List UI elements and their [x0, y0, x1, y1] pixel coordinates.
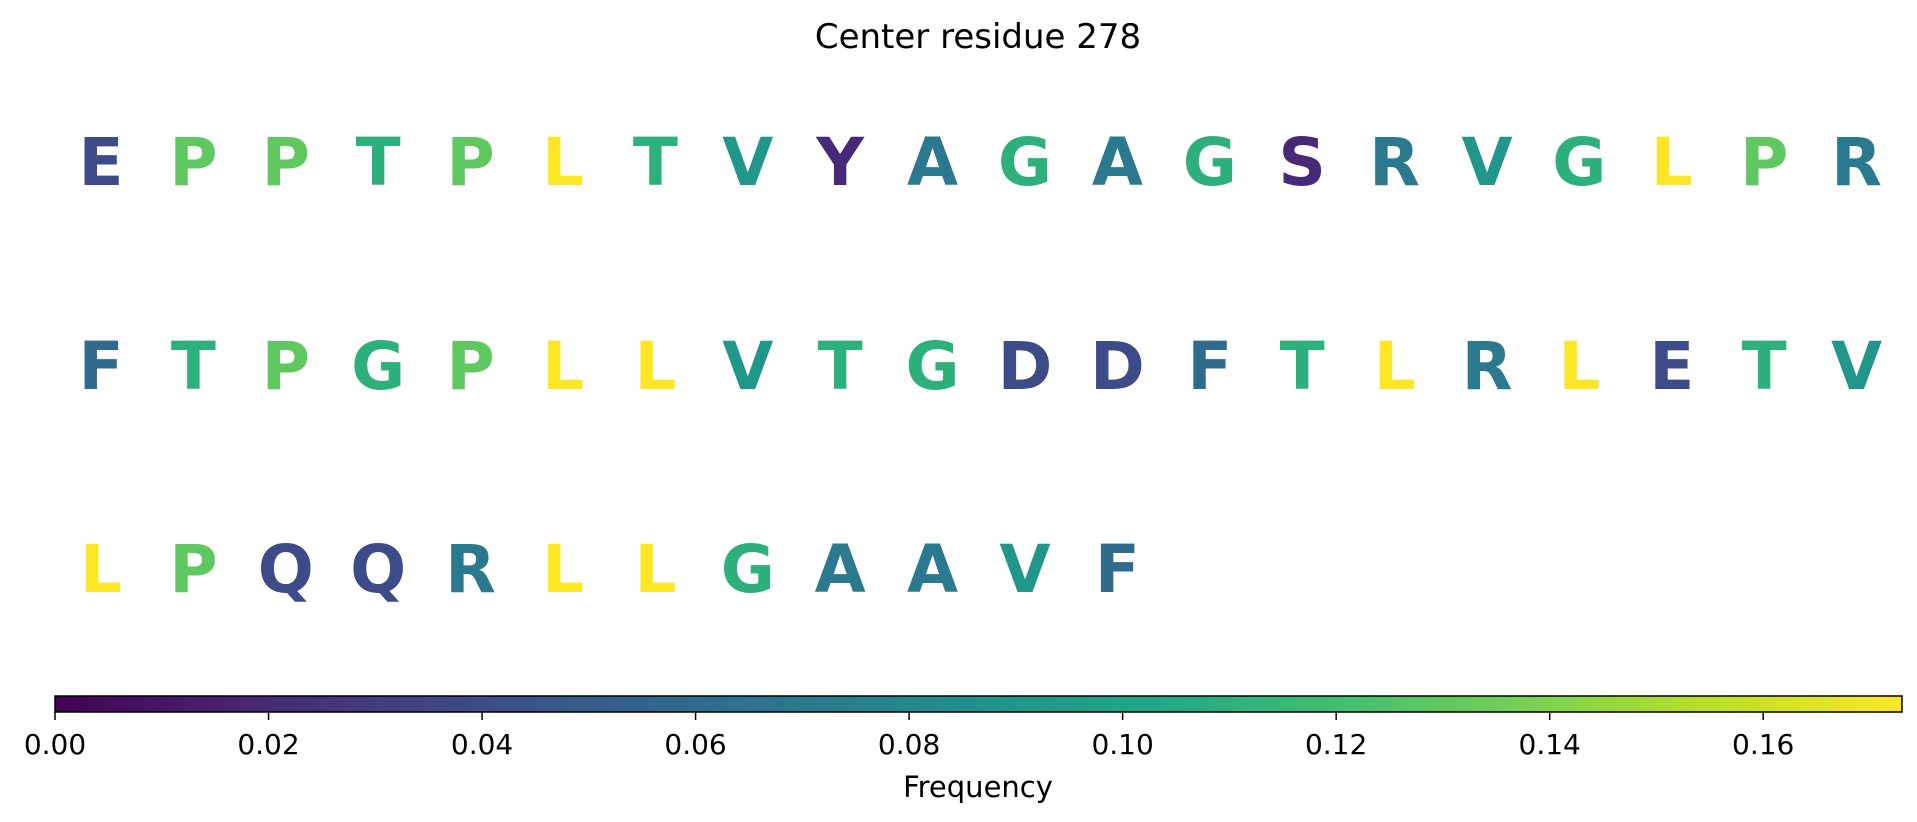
residue-letter: A — [907, 531, 958, 608]
residue-letter: P — [1740, 124, 1788, 201]
residue-letter: L — [634, 531, 676, 608]
residue-letter: G — [1183, 124, 1237, 201]
residue-letter: V — [722, 124, 773, 201]
residue-letter: R — [1462, 328, 1513, 405]
residue-letter: E — [1649, 328, 1694, 405]
residue-letter: P — [169, 124, 217, 201]
residue-letter: G — [1552, 124, 1606, 201]
chart-title: Center residue 278 — [815, 17, 1141, 57]
residue-letter: P — [169, 531, 217, 608]
residue-letter: L — [542, 328, 584, 405]
colorbar-label: Frequency — [903, 770, 1053, 804]
residue-letter: R — [1369, 124, 1420, 201]
colorbar-tick-label: 0.06 — [664, 728, 726, 761]
residue-letter: V — [999, 531, 1050, 608]
residue-letter: T — [171, 328, 216, 405]
residue-letter: L — [542, 531, 584, 608]
residue-letter: L — [634, 328, 676, 405]
residue-letter: D — [1090, 328, 1145, 405]
residue-letter: A — [1092, 124, 1143, 201]
colorbar-ticks: 0.00 0.02 0.04 0.06 0.08 0.10 0.12 0.14 0.16 — [24, 712, 1794, 761]
residue-letter: P — [446, 124, 494, 201]
residue-letter: Q — [258, 531, 314, 608]
colorbar-tick-label: 0.04 — [451, 728, 513, 761]
residue-letter: F — [1187, 328, 1232, 405]
residue-letter: V — [722, 328, 773, 405]
residue-letter: P — [262, 328, 310, 405]
residue-letter: E — [78, 124, 123, 201]
colorbar-tick-label: 0.08 — [878, 728, 940, 761]
residue-letter: Y — [815, 124, 865, 201]
residue-letter: G — [906, 328, 960, 405]
residue-letter: F — [1095, 531, 1140, 608]
residue-letter: S — [1278, 124, 1326, 201]
colorbar-tick-label: 0.12 — [1305, 728, 1367, 761]
residue-letter: Q — [350, 531, 406, 608]
residue-letter: R — [1831, 124, 1882, 201]
colorbar-tick-label: 0.00 — [24, 728, 86, 761]
residue-letter: T — [633, 124, 678, 201]
colorbar-tick-label: 0.10 — [1091, 728, 1153, 761]
residue-letter: L — [1558, 328, 1600, 405]
residue-letter: G — [721, 531, 775, 608]
residue-letter: L — [80, 531, 122, 608]
residue-letter: F — [78, 328, 123, 405]
residue-letter: L — [1374, 328, 1416, 405]
colorbar-gradient — [54, 695, 1903, 713]
colorbar-tick-label: 0.14 — [1519, 728, 1581, 761]
colorbar-tick-label: 0.02 — [237, 728, 299, 761]
colorbar-tick-label: 0.16 — [1732, 728, 1794, 761]
residue-letter: G — [998, 124, 1052, 201]
residue-letter: T — [356, 124, 401, 201]
residue-letter: P — [446, 328, 494, 405]
residue-letter: T — [1742, 328, 1787, 405]
residue-letter: D — [998, 328, 1053, 405]
residue-letter: G — [351, 328, 405, 405]
residue-letter: T — [818, 328, 863, 405]
residue-letter: V — [1461, 124, 1512, 201]
residue-letter: P — [262, 124, 310, 201]
residue-letter: R — [445, 531, 496, 608]
residue-letter: L — [542, 124, 584, 201]
residue-letter: A — [907, 124, 958, 201]
residue-letter: T — [1280, 328, 1325, 405]
residue-letter: A — [815, 531, 866, 608]
residue-sequence: E P P T P L T V Y A G A G S R V G L P RF T P G P L L V T G D D F T L R L E T V… — [78, 124, 1882, 608]
residue-letter: V — [1831, 328, 1882, 405]
residue-letter: L — [1651, 124, 1693, 201]
colorbar: 0.00 0.02 0.04 0.06 0.08 0.10 0.12 0.14 0.16 Fre… — [24, 695, 1903, 804]
